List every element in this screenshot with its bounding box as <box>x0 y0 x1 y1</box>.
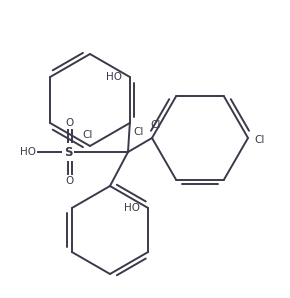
Text: HO: HO <box>124 203 140 213</box>
Text: HO: HO <box>20 147 36 157</box>
Text: Cl: Cl <box>150 120 160 130</box>
Text: Cl: Cl <box>134 127 144 137</box>
Text: O: O <box>65 176 73 186</box>
Text: Cl: Cl <box>254 135 264 145</box>
Text: S: S <box>64 145 72 159</box>
Text: O: O <box>65 118 73 128</box>
Text: HO: HO <box>106 72 122 82</box>
Text: Cl: Cl <box>83 130 93 140</box>
